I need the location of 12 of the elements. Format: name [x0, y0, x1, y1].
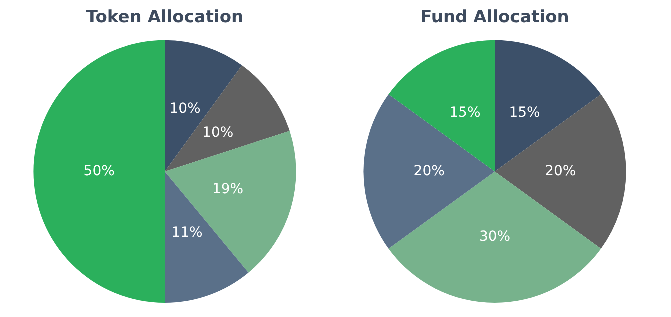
data-label: 19%	[212, 182, 244, 198]
data-label: 20%	[414, 163, 445, 180]
data-label: 10%	[202, 124, 234, 141]
chart-title: Token Allocation	[86, 8, 244, 28]
data-label: 15%	[509, 104, 540, 121]
data-label: 11%	[172, 225, 203, 242]
data-label: 10%	[170, 100, 201, 117]
chart-title: Fund Allocation	[420, 8, 570, 28]
data-label: 30%	[479, 228, 511, 245]
data-label: 15%	[450, 104, 481, 121]
data-label: 20%	[545, 163, 576, 180]
data-label: 50%	[84, 163, 115, 180]
